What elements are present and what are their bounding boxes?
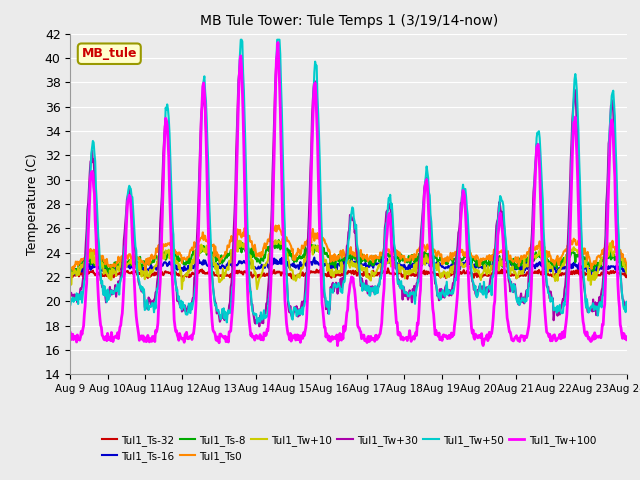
Tul1_Ts0	[623, 266, 631, 272]
Tul1_Ts-32	[220, 271, 228, 277]
Tul1_Tw+30	[191, 275, 198, 280]
Tul1_Ts-16	[77, 268, 84, 274]
Tul1_Tw+10	[418, 261, 426, 267]
Tul1_Tw+50	[418, 227, 426, 232]
Tul1_Ts-32	[623, 273, 631, 278]
Tul1_Ts-16	[191, 263, 199, 268]
Title: MB Tule Tower: Tule Temps 1 (3/19/14-now): MB Tule Tower: Tule Temps 1 (3/19/14-now…	[200, 14, 498, 28]
Tul1_Ts-32	[418, 270, 426, 276]
Tul1_Ts-8	[418, 252, 426, 258]
Tul1_Tw+30	[67, 291, 74, 297]
Tul1_Ts-8	[191, 251, 199, 256]
Tul1_Ts-16	[623, 267, 631, 273]
Line: Tul1_Ts-32: Tul1_Ts-32	[70, 268, 627, 279]
Tul1_Ts-16	[310, 255, 318, 261]
Tul1_Tw+100	[191, 324, 198, 330]
Line: Tul1_Tw+10: Tul1_Tw+10	[70, 239, 627, 289]
Tul1_Ts-16	[418, 263, 426, 268]
Tul1_Tw+50	[220, 305, 228, 311]
Tul1_Tw+10	[191, 248, 199, 254]
Tul1_Tw+100	[418, 251, 426, 256]
Line: Tul1_Tw+50: Tul1_Tw+50	[70, 40, 627, 324]
Tul1_Ts0	[77, 256, 85, 262]
Tul1_Tw+10	[279, 236, 287, 241]
Tul1_Ts-16	[106, 272, 113, 278]
Tul1_Tw+50	[237, 37, 244, 43]
Tul1_Tw+10	[178, 286, 186, 292]
Tul1_Ts-8	[77, 262, 84, 268]
Tul1_Ts0	[134, 257, 142, 263]
Tul1_Tw+100	[333, 343, 341, 348]
Tul1_Tw+10	[134, 262, 141, 267]
Line: Tul1_Ts-8: Tul1_Ts-8	[70, 240, 627, 274]
Tul1_Ts-8	[108, 271, 116, 276]
Tul1_Tw+30	[435, 291, 442, 297]
Tul1_Tw+30	[255, 324, 263, 329]
Tul1_Ts-32	[384, 265, 392, 271]
Tul1_Ts-32	[435, 271, 442, 277]
Tul1_Ts-16	[221, 265, 228, 271]
Legend: Tul1_Ts-32, Tul1_Ts-16, Tul1_Ts-8, Tul1_Ts0, Tul1_Tw+10, Tul1_Tw+30, Tul1_Tw+50,: Tul1_Ts-32, Tul1_Ts-16, Tul1_Ts-8, Tul1_…	[97, 431, 600, 466]
Tul1_Ts0	[275, 223, 282, 228]
Y-axis label: Temperature (C): Temperature (C)	[26, 153, 39, 255]
Tul1_Tw+50	[191, 294, 198, 300]
Tul1_Tw+50	[67, 302, 74, 308]
Tul1_Tw+30	[623, 300, 631, 306]
Tul1_Tw+50	[134, 272, 141, 278]
Tul1_Tw+50	[435, 292, 442, 298]
Tul1_Ts-32	[191, 271, 198, 277]
Line: Tul1_Ts-16: Tul1_Ts-16	[70, 258, 627, 275]
Tul1_Tw+100	[274, 40, 282, 46]
Tul1_Ts-32	[403, 276, 411, 282]
Tul1_Tw+50	[253, 321, 261, 326]
Tul1_Tw+100	[134, 325, 141, 331]
Tul1_Tw+100	[77, 335, 84, 340]
Tul1_Tw+30	[274, 47, 282, 53]
Tul1_Ts-16	[67, 271, 74, 277]
Tul1_Tw+10	[221, 270, 228, 276]
Tul1_Tw+10	[67, 265, 74, 271]
Tul1_Ts-8	[67, 267, 74, 273]
Tul1_Ts0	[67, 265, 74, 271]
Tul1_Ts-16	[134, 263, 142, 269]
Tul1_Tw+100	[67, 330, 74, 336]
Tul1_Tw+30	[77, 286, 84, 291]
Tul1_Tw+100	[435, 334, 442, 339]
Tul1_Ts-16	[435, 264, 442, 269]
Tul1_Ts0	[418, 248, 426, 253]
Tul1_Ts0	[221, 253, 228, 259]
Tul1_Tw+10	[623, 271, 631, 276]
Tul1_Ts-32	[134, 270, 141, 276]
Tul1_Ts-32	[77, 271, 84, 277]
Tul1_Tw+30	[418, 218, 426, 224]
Tul1_Ts0	[70, 268, 77, 274]
Tul1_Ts-8	[221, 257, 228, 263]
Tul1_Ts-8	[435, 259, 442, 264]
Tul1_Tw+30	[134, 271, 141, 277]
Tul1_Tw+50	[77, 296, 84, 302]
Tul1_Tw+10	[435, 260, 442, 266]
Tul1_Ts-8	[134, 260, 142, 266]
Tul1_Ts0	[435, 248, 442, 254]
Tul1_Ts-8	[275, 237, 282, 243]
Text: MB_tule: MB_tule	[81, 47, 137, 60]
Tul1_Ts-32	[67, 274, 74, 280]
Line: Tul1_Tw+100: Tul1_Tw+100	[70, 43, 627, 346]
Tul1_Ts-8	[623, 268, 631, 274]
Tul1_Tw+100	[623, 336, 631, 342]
Line: Tul1_Ts0: Tul1_Ts0	[70, 226, 627, 271]
Tul1_Ts0	[191, 244, 199, 250]
Line: Tul1_Tw+30: Tul1_Tw+30	[70, 50, 627, 326]
Tul1_Tw+100	[220, 334, 228, 340]
Tul1_Tw+50	[623, 303, 631, 309]
Tul1_Tw+10	[77, 266, 84, 272]
Tul1_Tw+30	[220, 315, 228, 321]
